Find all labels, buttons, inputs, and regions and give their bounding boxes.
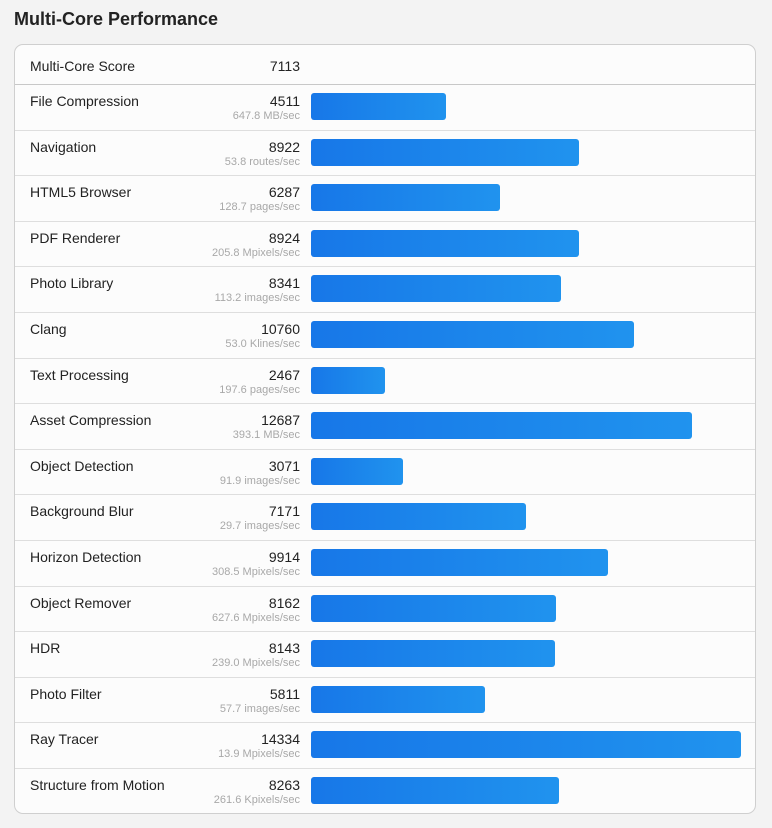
- benchmark-rate: 393.1 MB/sec: [232, 429, 300, 442]
- benchmark-score: 10760: [261, 320, 300, 337]
- benchmark-score: 7171: [268, 503, 300, 520]
- benchmark-label: Background Blur: [30, 503, 134, 520]
- benchmark-score: 8143: [268, 640, 300, 657]
- benchmark-rate: 239.0 Mpixels/sec: [211, 657, 300, 670]
- benchmark-row: File Compression 4511 647.8 MB/sec: [15, 85, 755, 131]
- benchmark-label: HDR: [30, 640, 61, 657]
- summary-row: Multi-Core Score 7113: [15, 45, 755, 85]
- benchmark-rate: 197.6 pages/sec: [219, 383, 300, 396]
- benchmark-row: Structure from Motion 8263 261.6 Kpixels/s…: [15, 769, 755, 813]
- benchmark-rate: 13.9 Mpixels/sec: [218, 748, 300, 761]
- benchmark-row: Clang 10760 53.0 Klines/sec: [15, 313, 755, 359]
- score-bar: [311, 366, 385, 394]
- score-bar: [311, 457, 404, 485]
- benchmark-score: 8922: [268, 138, 300, 155]
- benchmark-row: Object Detection 3071 91.9 images/sec: [15, 450, 755, 496]
- benchmark-rate: 91.9 images/sec: [219, 474, 300, 487]
- benchmark-score: 8924: [268, 229, 300, 246]
- benchmark-row: Horizon Detection 9914 308.5 Mpixels/sec: [15, 541, 755, 587]
- score-bar: [311, 320, 634, 348]
- benchmark-label: File Compression: [30, 93, 139, 109]
- score-bar: [311, 184, 500, 212]
- benchmark-score: 14334: [261, 731, 300, 748]
- benchmark-rate: 128.7 pages/sec: [219, 201, 300, 214]
- benchmark-score: 8162: [268, 594, 300, 611]
- score-bar: [311, 275, 562, 303]
- benchmark-label: Clang: [30, 320, 67, 337]
- benchmark-label: Photo Filter: [30, 685, 102, 702]
- benchmark-score: 9914: [268, 548, 300, 565]
- benchmark-row: Photo Filter 5811 57.7 images/sec: [15, 678, 755, 724]
- score-bar: [311, 503, 527, 531]
- score-bar: [311, 685, 486, 713]
- benchmark-label: Navigation: [30, 138, 97, 155]
- benchmark-rate: 308.5 Mpixels/sec: [211, 565, 300, 578]
- summary-label: Multi-Core Score: [30, 58, 136, 74]
- benchmark-score: 6287: [268, 184, 300, 201]
- score-bar: [311, 594, 556, 622]
- page-title: Multi-Core Performance: [14, 9, 219, 29]
- benchmark-score: 3071: [268, 457, 300, 474]
- score-bar: [311, 776, 559, 804]
- benchmark-list: File Compression 4511 647.8 MB/sec Navigati…: [15, 85, 755, 813]
- benchmark-score: 2467: [268, 366, 300, 383]
- benchmark-row: Ray Tracer 14334 13.9 Mpixels/sec: [15, 723, 755, 769]
- score-bar: [311, 548, 609, 576]
- benchmark-rate: 57.7 images/sec: [219, 702, 300, 715]
- benchmark-label: Horizon Detection: [30, 548, 142, 565]
- benchmark-label: Structure from Motion: [30, 776, 165, 793]
- benchmark-score: 4511: [269, 93, 300, 109]
- benchmark-rate: 29.7 images/sec: [219, 520, 300, 533]
- benchmark-label: Object Detection: [30, 457, 134, 474]
- benchmark-label: Text Processing: [30, 366, 129, 383]
- benchmark-label: Asset Compression: [30, 412, 152, 429]
- benchmark-score: 12687: [261, 412, 300, 429]
- benchmark-rate: 261.6 Kpixels/sec: [213, 793, 300, 806]
- benchmark-rate: 205.8 Mpixels/sec: [211, 246, 300, 259]
- benchmark-rate: 53.0 Klines/sec: [225, 337, 300, 350]
- benchmark-row: Asset Compression 12687 393.1 MB/sec: [15, 404, 755, 450]
- benchmark-score: 8341: [268, 275, 300, 292]
- benchmark-label: PDF Renderer: [30, 229, 121, 246]
- benchmark-label: HTML5 Browser: [30, 184, 132, 201]
- benchmark-row: HTML5 Browser 6287 128.7 pages/sec: [15, 176, 755, 222]
- benchmark-row: Object Remover 8162 627.6 Mpixels/sec: [15, 587, 755, 633]
- benchmark-row: PDF Renderer 8924 205.8 Mpixels/sec: [15, 222, 755, 268]
- benchmark-label: Ray Tracer: [30, 731, 99, 748]
- benchmark-row: Background Blur 7171 29.7 images/sec: [15, 495, 755, 541]
- benchmark-label: Object Remover: [30, 594, 132, 611]
- benchmark-row: Navigation 8922 53.8 routes/sec: [15, 131, 755, 177]
- score-bar: [311, 640, 556, 668]
- benchmark-card: Multi-Core Score 7113 File Compression 45…: [14, 44, 756, 814]
- benchmark-rate: 627.6 Mpixels/sec: [211, 611, 300, 624]
- benchmark-score: 5811: [269, 685, 300, 702]
- benchmark-rate: 53.8 routes/sec: [224, 155, 300, 168]
- benchmark-row: HDR 8143 239.0 Mpixels/sec: [15, 632, 755, 678]
- benchmark-score: 8263: [268, 776, 300, 793]
- score-bar: [311, 93, 447, 120]
- benchmark-row: Photo Library 8341 113.2 images/sec: [15, 267, 755, 313]
- benchmark-rate: 113.2 images/sec: [214, 292, 300, 305]
- score-bar: [311, 731, 741, 759]
- benchmark-row: Text Processing 2467 197.6 pages/sec: [15, 359, 755, 405]
- benchmark-rate: 647.8 MB/sec: [232, 110, 300, 122]
- summary-value: 7113: [269, 58, 300, 74]
- benchmark-label: Photo Library: [30, 275, 114, 292]
- score-bar: [311, 412, 692, 440]
- score-bar: [311, 138, 579, 166]
- score-bar: [311, 229, 579, 257]
